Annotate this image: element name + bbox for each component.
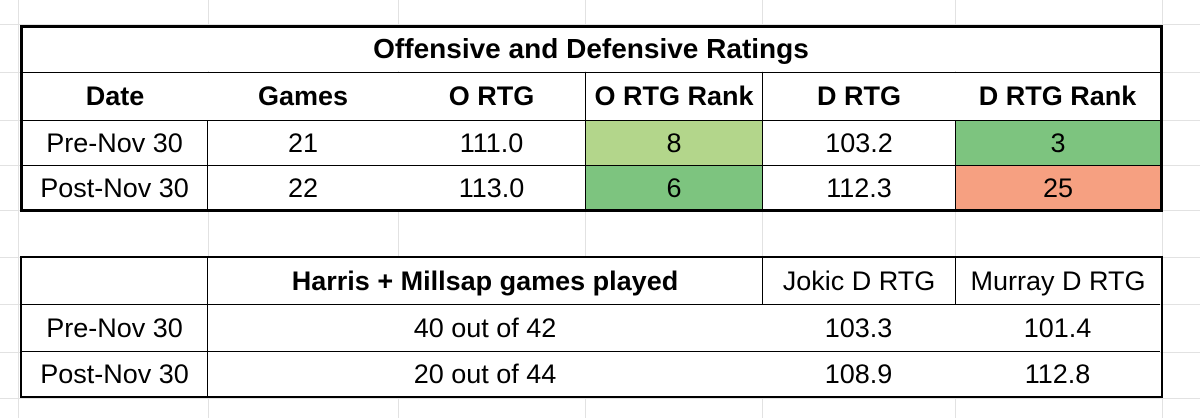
header-d-rtg-rank[interactable]: D RTG Rank <box>955 72 1160 120</box>
table-row-1-d-rtg-rank[interactable]: 3 <box>955 120 1160 165</box>
table2-row-2-murray-d-rtg[interactable]: 112.8 <box>955 351 1160 396</box>
header-murray-d-rtg[interactable]: Murray D RTG <box>955 258 1160 304</box>
header-games-played[interactable]: Harris + Millsap games played <box>208 258 762 304</box>
games-header-blank[interactable] <box>22 258 208 304</box>
header-o-rtg[interactable]: O RTG <box>398 72 585 120</box>
header-date[interactable]: Date <box>22 72 208 120</box>
table2-row-1-date[interactable]: Pre-Nov 30 <box>22 304 208 351</box>
header-d-rtg[interactable]: D RTG <box>763 72 955 120</box>
table-row-1-games[interactable]: 21 <box>208 120 398 165</box>
table2-row-1-murray-d-rtg[interactable]: 101.4 <box>955 304 1160 351</box>
table-row-2-date[interactable]: Post-Nov 30 <box>22 165 208 210</box>
header-o-rtg-rank[interactable]: O RTG Rank <box>585 72 763 120</box>
table2-row-2-games-played[interactable]: 20 out of 44 <box>208 351 762 396</box>
table-title: Offensive and Defensive Ratings <box>22 27 1160 71</box>
table-row-2-d-rtg-rank[interactable]: 25 <box>955 165 1160 210</box>
table-row-2-games[interactable]: 22 <box>208 165 398 210</box>
table2-row-2-date[interactable]: Post-Nov 30 <box>22 351 208 396</box>
table-row-1-o-rtg[interactable]: 111.0 <box>398 120 585 165</box>
table-row-2-o-rtg-rank[interactable]: 6 <box>585 165 763 210</box>
table2-row-2-jokic-d-rtg[interactable]: 108.9 <box>762 351 955 396</box>
table-row-1-d-rtg[interactable]: 103.2 <box>763 120 955 165</box>
header-jokic-d-rtg[interactable]: Jokic D RTG <box>762 258 955 304</box>
table-row-1-o-rtg-rank[interactable]: 8 <box>585 120 763 165</box>
header-games[interactable]: Games <box>208 72 398 120</box>
table2-row-1-jokic-d-rtg[interactable]: 103.3 <box>762 304 955 351</box>
table-row-2-d-rtg[interactable]: 112.3 <box>763 165 955 210</box>
table2-row-1-games-played[interactable]: 40 out of 42 <box>208 304 762 351</box>
table-row-2-o-rtg[interactable]: 113.0 <box>398 165 585 210</box>
table-row-1-date[interactable]: Pre-Nov 30 <box>22 120 208 165</box>
